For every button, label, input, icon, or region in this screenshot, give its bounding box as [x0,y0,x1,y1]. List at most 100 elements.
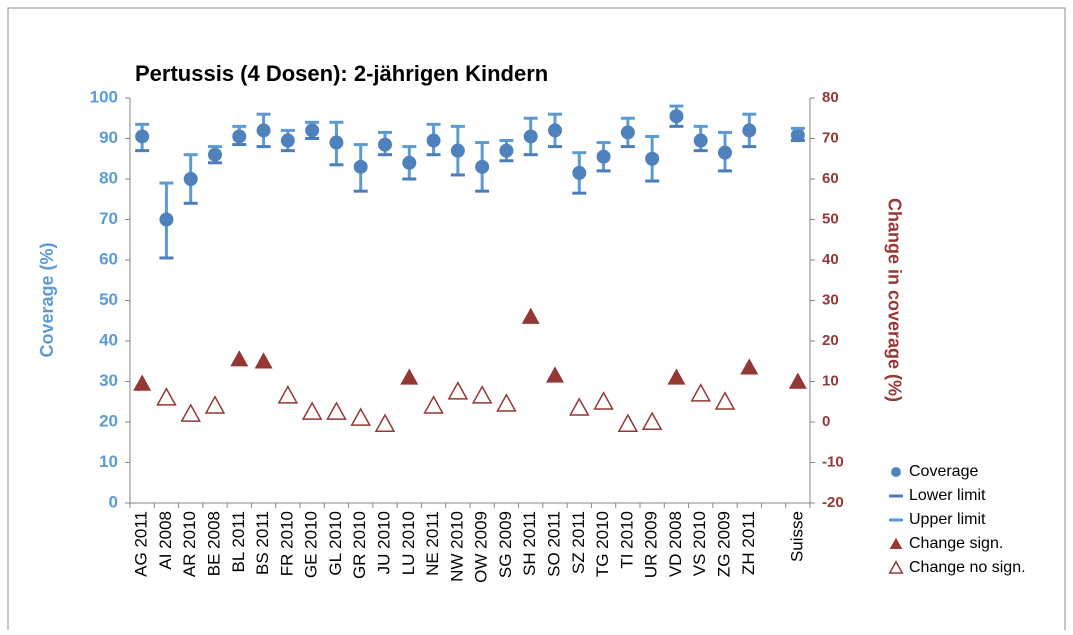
y-tick-label: 40 [99,330,118,349]
limit-cap [256,145,271,149]
coverage-point [596,149,611,164]
coverage-point [693,133,708,148]
y-tick-label: 80 [99,168,118,187]
coverage-point [183,172,198,186]
y-axis-title: Coverage (%) [37,242,57,357]
coverage-point [523,129,538,144]
limit-cap [669,104,684,108]
x-tick-label: VS 2010 [690,511,709,576]
x-tick-label: BS 2011 [253,511,272,575]
y2-tick-label: -20 [822,494,844,511]
coverage-point [450,143,465,158]
change-no-sign-point [888,560,904,574]
change-no-sign-point [301,401,323,420]
y-tick-label: 60 [99,249,118,268]
x-tick-label: GL 2010 [326,511,345,576]
y2-tick-label: 30 [822,291,839,308]
limit-cap [742,145,757,149]
legend-label: Change no sign. [909,559,1026,576]
change-no-sign-point [569,397,590,416]
coverage-point [645,151,660,166]
change-no-sign-point [617,413,639,432]
change-sign-point [788,372,807,389]
limit-cap [475,141,490,145]
limit-cap [669,124,684,128]
x-tick-label: UR 2009 [642,511,661,578]
limit-cap [596,169,611,173]
coverage-point [305,123,320,138]
x-tick-label: SZ 2011 [569,511,588,574]
change-sign-point [521,307,540,324]
limit-cap [645,179,660,183]
coverage-point [159,212,174,227]
y-tick-label: 100 [90,87,118,106]
y2-tick-label: -10 [822,453,844,470]
limit-cap [523,116,538,120]
x-tick-label: SO 2011 [544,511,563,577]
legend-label: Change sign. [909,535,1003,552]
change-no-sign-point [471,385,493,404]
limit-cap [790,126,805,130]
change-no-sign-point [714,391,736,410]
coverage-point [378,137,392,152]
y2-tick-label: 80 [822,89,839,106]
limit-cap [499,139,514,143]
limit-cap [402,177,417,181]
x-tick-label: BE 2008 [204,511,223,576]
coverage-point [499,143,514,158]
coverage-point [718,145,732,160]
limit-cap [280,149,295,153]
change-sign-point [230,350,249,367]
limit-cap [232,124,247,128]
y-tick-label: 70 [99,209,118,228]
coverage-point [548,123,562,138]
limit-cap [523,153,538,157]
limit-cap [402,145,417,149]
y2-tick-label: 60 [822,170,839,187]
change-no-sign-point [690,383,711,402]
x-tick-label: TG 2010 [593,511,612,577]
x-tick-label: GR 2010 [350,511,369,579]
limit-cap [280,128,295,132]
legend-label: Upper limit [909,511,986,528]
limit-cap [645,134,660,138]
limit-cap [548,112,562,116]
coverage-point [475,159,490,174]
limit-cap [426,122,441,126]
coverage-point [742,123,757,138]
x-tick-label: ZG 2009 [714,511,733,577]
limit-cap [329,120,344,124]
x-tick-label: SH 2011 [520,511,539,576]
limit-cap [499,159,514,163]
limit-cap [378,153,392,157]
limit-cap [159,256,174,260]
change-sign-point [546,366,564,383]
limit-cap [378,130,392,134]
x-tick-label: LU 2010 [399,511,418,575]
coverage-point [891,467,901,477]
change-no-sign-point [641,411,663,430]
coverage-point [790,128,805,143]
coverage-point [669,109,684,124]
change-no-sign-point [423,395,444,414]
coverage-point [402,155,417,170]
limit-cap [353,189,368,193]
limit-cap [620,116,635,120]
change-sign-point [740,358,759,375]
y-tick-label: 90 [99,128,118,147]
change-sign-point [400,368,419,385]
y-tick-label: 0 [109,492,118,511]
y2-tick-label: 0 [822,413,830,430]
limit-cap [256,112,271,116]
change-no-sign-point [204,395,226,414]
change-no-sign-point [374,413,396,432]
coverage-point [572,165,587,180]
y2-tick-label: 10 [822,372,839,389]
x-tick-label: AR 2010 [180,511,199,577]
chart-title: Pertussis (4 Dosen): 2-jährigen Kindern [135,61,548,86]
legend-label: Coverage [909,463,978,480]
x-tick-label: FR 2010 [277,511,296,576]
limit-cap [548,145,562,149]
y-tick-label: 30 [99,371,118,390]
limit-cap [572,191,587,195]
